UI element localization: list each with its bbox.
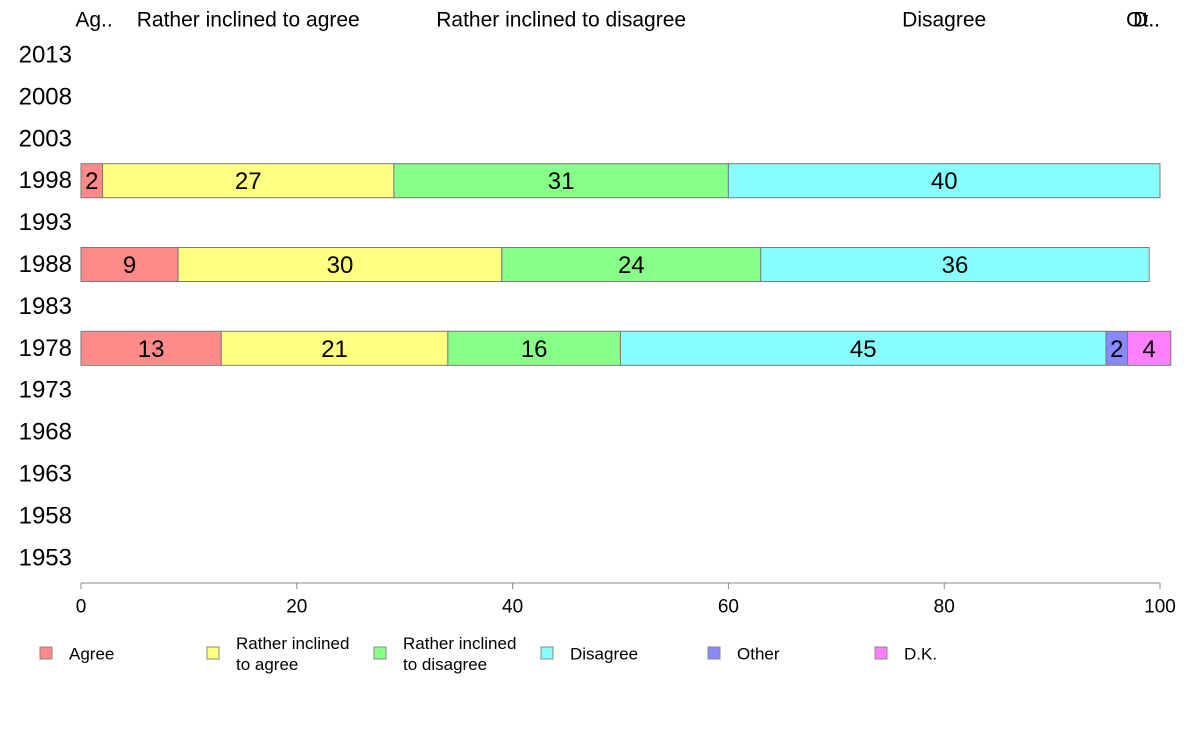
legend-label: D.K.: [904, 645, 937, 664]
bar-label-1988-rather-inclined-to-agree: 30: [327, 252, 354, 279]
legend-item-d-k: D.K.: [874, 645, 937, 664]
bar-label-1978-disagree: 45: [850, 336, 877, 363]
year-label-1988: 1988: [19, 251, 72, 278]
x-axis: 0 20 40 60 80 100: [76, 582, 1176, 618]
year-label-1998: 1998: [19, 167, 72, 194]
legend-label: to disagree: [403, 655, 487, 674]
bar-label-1998-disagree: 40: [931, 168, 958, 195]
header-label-ag: Ag..: [75, 9, 112, 32]
legend-swatch: [540, 646, 554, 660]
x-tick-label-80: 80: [934, 597, 955, 618]
legend-label: to agree: [236, 655, 298, 674]
year-label-1958: 1958: [19, 502, 72, 529]
legend-item-agree: Agree: [39, 645, 114, 664]
bars: 13 21 16 45 2 49 30 24 362 27 31 40: [80, 163, 1172, 366]
bar-label-1978-rather-inclined-to-agree: 21: [321, 336, 348, 363]
header-label-ot: Ot..: [1126, 9, 1160, 32]
legend-swatch: [206, 646, 220, 660]
legend-label: Rather inclined: [403, 634, 516, 653]
year-axis-labels: 1953 1958 1963 1968 1973 1978 1983 1988 1993 1998…: [19, 42, 72, 572]
legend-swatch: [39, 646, 53, 660]
bar-label-1978-other: 2: [1110, 336, 1123, 363]
bar-label-1988-rather-inclined-to-disagree: 24: [618, 252, 645, 279]
year-label-2013: 2013: [19, 42, 72, 69]
bar-label-1978-agree: 13: [138, 336, 165, 363]
bar-label-1988-disagree: 36: [942, 252, 969, 279]
legend-item-rather-inclined-to-disagree: Rather inclined to disagree: [373, 634, 516, 674]
bar-1988-rather-inclined-to-agree: [177, 247, 503, 282]
category-header-labels: Ag.. Rather inclined to agree Rather incli…: [75, 9, 1160, 32]
header-label-disagree: Disagree: [902, 9, 986, 32]
year-label-1983: 1983: [19, 293, 72, 320]
bar-row-1988: 9 30 24 36: [80, 247, 1150, 282]
legend-item-rather-inclined-to-agree: Rather inclined to agree: [206, 634, 349, 674]
bar-label-1978-rather-inclined-to-disagree: 16: [521, 336, 548, 363]
bar-1988-rather-inclined-to-disagree: [501, 247, 762, 282]
bar-1998-rather-inclined-to-disagree: [393, 163, 729, 199]
bar-label-1988-agree: 9: [123, 252, 136, 279]
bar-label-1978-d-k: 4: [1143, 336, 1156, 363]
legend-swatch: [707, 646, 721, 660]
year-label-1953: 1953: [19, 544, 72, 571]
year-label-1973: 1973: [19, 377, 72, 404]
x-tick-label-0: 0: [76, 597, 87, 618]
x-tick-label-60: 60: [718, 597, 739, 618]
year-label-2003: 2003: [19, 125, 72, 152]
bar-1978-d-k: [1127, 330, 1172, 366]
legend-swatch: [373, 646, 387, 660]
bar-row-1998: 2 27 31 40: [80, 163, 1161, 199]
bar-1978-rather-inclined-to-agree: [220, 330, 449, 366]
legend-label: Rather inclined: [236, 634, 349, 653]
year-label-1978: 1978: [19, 335, 72, 362]
x-tick-label-40: 40: [502, 597, 523, 618]
header-label-d: D..: [1133, 9, 1160, 32]
year-label-1963: 1963: [19, 461, 72, 488]
header-label-rather-inclined-to-disagree: Rather inclined to disagree: [436, 9, 686, 32]
legend-item-other: Other: [707, 645, 780, 664]
bar-1998-rather-inclined-to-agree: [102, 163, 395, 199]
header-label-rather-inclined-to-agree: Rather inclined to agree: [137, 9, 360, 32]
x-tick-label-20: 20: [286, 597, 307, 618]
bar-label-1998-agree: 2: [85, 168, 98, 195]
year-label-1993: 1993: [19, 209, 72, 236]
legend-item-disagree: Disagree: [540, 645, 638, 664]
bar-1988-disagree: [760, 247, 1150, 282]
bar-1988-agree: [80, 247, 179, 282]
legend-label: Other: [737, 645, 780, 664]
legend-swatch: [874, 646, 888, 660]
bar-1998-disagree: [727, 163, 1161, 199]
x-tick-label-100: 100: [1144, 597, 1176, 618]
legend-label: Agree: [69, 645, 114, 664]
year-label-2008: 2008: [19, 83, 72, 110]
bar-label-1998-rather-inclined-to-agree: 27: [235, 168, 262, 195]
legend-label: Disagree: [570, 645, 638, 664]
year-label-1968: 1968: [19, 419, 72, 446]
bar-row-1978: 13 21 16 45 2 4: [80, 330, 1172, 366]
bar-label-1998-rather-inclined-to-disagree: 31: [548, 168, 575, 195]
